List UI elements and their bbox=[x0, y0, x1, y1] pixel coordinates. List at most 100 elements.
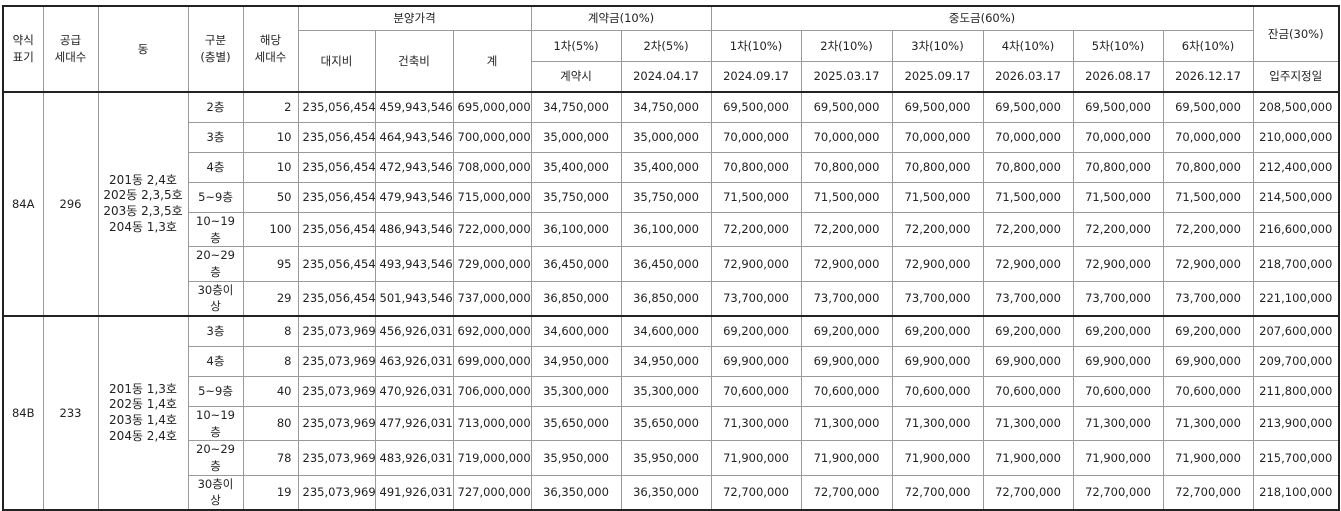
amount: 727,000,000 bbox=[452, 474, 532, 511]
amount: 34,950,000 bbox=[530, 346, 622, 378]
column-header: 잔금(30%) bbox=[1252, 5, 1340, 62]
amount: 213,900,000 bbox=[1252, 406, 1340, 442]
amount: 72,900,000 bbox=[710, 246, 802, 282]
floor: 30층이상 bbox=[187, 474, 244, 511]
floor: 30층이상 bbox=[187, 280, 244, 317]
table-row: 5~9층 40 235,073,969 470,926,031 706,000,000 3… bbox=[3, 376, 1340, 408]
amount: 36,450,000 bbox=[620, 246, 712, 282]
amount: 235,073,969 bbox=[297, 315, 376, 348]
unit-count: 8 bbox=[242, 346, 299, 378]
amount: 71,500,000 bbox=[891, 182, 984, 213]
amount: 36,100,000 bbox=[530, 211, 622, 248]
table-row: 84A 296 201동 2,4호 202동 2,3,5호 203동 2,3,5호 … bbox=[2, 90, 1340, 317]
table-row: 20~29층 95 235,056,454 493,943,546 729,000,00… bbox=[3, 246, 1340, 282]
installment-date: 2026.03.17 bbox=[982, 61, 1074, 93]
table-row: 5~9층 50 235,056,454 479,943,546 715,000,000 3… bbox=[3, 182, 1340, 213]
amount: 235,056,454 bbox=[297, 122, 376, 153]
amount: 72,900,000 bbox=[800, 246, 893, 282]
installment-date: 2024.09.17 bbox=[710, 61, 802, 93]
amount: 70,600,000 bbox=[1072, 376, 1164, 408]
amount: 72,200,000 bbox=[710, 211, 802, 248]
column-header: 약식 표기 bbox=[2, 5, 44, 93]
amount: 729,000,000 bbox=[452, 246, 532, 282]
amount: 71,500,000 bbox=[1072, 182, 1164, 213]
amount: 70,600,000 bbox=[891, 376, 984, 408]
floor: 5~9층 bbox=[187, 182, 244, 213]
unit-type: 84B bbox=[2, 315, 44, 511]
supply-households: 233 bbox=[42, 315, 99, 511]
amount: 71,900,000 bbox=[1072, 440, 1164, 476]
amount: 71,300,000 bbox=[1162, 406, 1254, 442]
amount: 34,950,000 bbox=[620, 346, 712, 378]
amount: 73,700,000 bbox=[710, 280, 802, 317]
header-row: 약식 표기 공급 세대수 동 구분 (층별) 해당 세대수 분양가격 계약금(10%) 중도금… bbox=[2, 5, 1340, 93]
amount: 70,800,000 bbox=[1072, 152, 1164, 183]
amount: 35,300,000 bbox=[620, 376, 712, 408]
amount: 71,900,000 bbox=[1162, 440, 1254, 476]
amount: 36,850,000 bbox=[620, 280, 712, 317]
amount: 71,900,000 bbox=[800, 440, 893, 476]
amount: 235,056,454 bbox=[297, 246, 376, 282]
amount: 235,073,969 bbox=[297, 474, 376, 511]
unit-count: 2 bbox=[242, 91, 299, 123]
amount: 221,100,000 bbox=[1252, 280, 1340, 317]
table-row: 10~19층 100 235,056,454 486,943,546 722,000,0… bbox=[3, 211, 1340, 248]
amount: 70,000,000 bbox=[1162, 122, 1254, 153]
amount: 737,000,000 bbox=[452, 280, 532, 317]
installment-date: 입주지정일 bbox=[1252, 61, 1340, 93]
amount: 35,000,000 bbox=[530, 122, 622, 153]
installment-date: 2024.04.17 bbox=[620, 61, 712, 93]
amount: 72,200,000 bbox=[1072, 211, 1164, 248]
table-row: 30층이상 19 235,073,969 491,926,031 727,000,000… bbox=[3, 474, 1340, 511]
amount: 69,900,000 bbox=[710, 346, 802, 378]
price-table: 약식 표기 공급 세대수 동 구분 (층별) 해당 세대수 분양가격 계약금(10%) 중도금… bbox=[2, 5, 1340, 511]
amount: 72,200,000 bbox=[800, 211, 893, 248]
unit-count: 8 bbox=[242, 315, 299, 348]
amount: 35,400,000 bbox=[620, 152, 712, 183]
amount: 70,600,000 bbox=[982, 376, 1074, 408]
amount: 459,943,546 bbox=[374, 91, 454, 123]
supply-households: 296 bbox=[42, 90, 99, 317]
amount: 71,500,000 bbox=[800, 182, 893, 213]
amount: 69,500,000 bbox=[800, 91, 893, 123]
unit-count: 50 bbox=[242, 182, 299, 213]
amount: 71,300,000 bbox=[1072, 406, 1164, 442]
amount: 70,800,000 bbox=[891, 152, 984, 183]
installment-date: 계약시 bbox=[530, 61, 622, 93]
amount: 36,350,000 bbox=[530, 474, 622, 511]
unit-count: 10 bbox=[242, 152, 299, 183]
amount: 692,000,000 bbox=[452, 315, 532, 348]
table-body: 84A 296 201동 2,4호 202동 2,3,5호 203동 2,3,5호 … bbox=[2, 90, 1340, 511]
amount: 70,600,000 bbox=[800, 376, 893, 408]
amount: 69,200,000 bbox=[891, 315, 984, 348]
amount: 70,000,000 bbox=[1072, 122, 1164, 153]
amount: 34,750,000 bbox=[620, 91, 712, 123]
floor: 3층 bbox=[187, 122, 244, 153]
amount: 719,000,000 bbox=[452, 440, 532, 476]
amount: 713,000,000 bbox=[452, 406, 532, 442]
amount: 35,650,000 bbox=[620, 406, 712, 442]
amount: 35,650,000 bbox=[530, 406, 622, 442]
table-row: 20~29층 78 235,073,969 483,926,031 719,000,00… bbox=[3, 440, 1340, 476]
amount: 700,000,000 bbox=[452, 122, 532, 153]
amount: 71,300,000 bbox=[982, 406, 1074, 442]
amount: 69,200,000 bbox=[710, 315, 802, 348]
floor: 4층 bbox=[187, 152, 244, 183]
floor: 20~29층 bbox=[187, 246, 244, 282]
floor: 20~29층 bbox=[187, 440, 244, 476]
amount: 34,600,000 bbox=[530, 315, 622, 348]
table-row: 3층 10 235,056,454 464,943,546 700,000,000 35,… bbox=[3, 122, 1340, 153]
unit-count: 29 bbox=[242, 280, 299, 317]
amount: 212,400,000 bbox=[1252, 152, 1340, 183]
floor: 5~9층 bbox=[187, 376, 244, 408]
amount: 36,850,000 bbox=[530, 280, 622, 317]
amount: 235,056,454 bbox=[297, 211, 376, 248]
dong-list: 201동 2,4호 202동 2,3,5호 203동 2,3,5호 204동 1… bbox=[97, 90, 189, 317]
amount: 70,800,000 bbox=[800, 152, 893, 183]
amount: 71,500,000 bbox=[710, 182, 802, 213]
amount: 35,750,000 bbox=[620, 182, 712, 213]
amount: 235,073,969 bbox=[297, 376, 376, 408]
amount: 69,900,000 bbox=[800, 346, 893, 378]
amount: 72,700,000 bbox=[891, 474, 984, 511]
amount: 70,000,000 bbox=[710, 122, 802, 153]
